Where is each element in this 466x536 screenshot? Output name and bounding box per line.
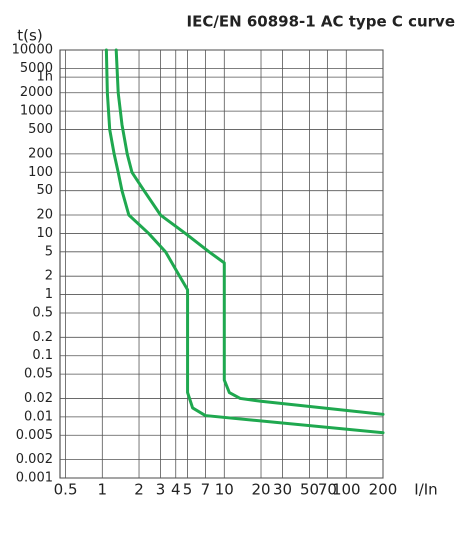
y-tick-label: 5000 [20, 61, 53, 76]
y-tick-label: 10000 [12, 43, 53, 58]
curve [104, 48, 385, 435]
y-tick-label: 0.1 [32, 348, 53, 363]
x-tick-label: 1 [98, 481, 108, 499]
y-tick-label: 2000 [20, 85, 53, 100]
y-tick-label: 1h [36, 70, 53, 85]
x-axis-label: I/In [414, 481, 437, 499]
x-tick-label: 4 [171, 481, 181, 499]
y-tick-label: 0.5 [32, 305, 53, 320]
y-tick-label: 5 [45, 244, 53, 259]
x-tick-label: 5 [183, 481, 193, 499]
y-tick-label: 200 [28, 146, 53, 161]
x-tick-label: 50 [300, 481, 319, 499]
x-tick-label: 3 [156, 481, 166, 499]
x-tick-label: 100 [332, 481, 361, 499]
y-tick-label: 500 [28, 122, 53, 137]
y-axis-label: t(s) [17, 27, 42, 45]
y-tick-label: 0.02 [24, 391, 53, 406]
y-tick-label: 20 [36, 208, 53, 223]
y-tick-label: 1 [45, 287, 53, 302]
x-tick-label: 70 [318, 481, 337, 499]
x-tick-label: 200 [369, 481, 398, 499]
y-tick-label: 0.005 [16, 428, 53, 443]
x-tick-label: 10 [215, 481, 234, 499]
y-tick-label: 50 [36, 183, 53, 198]
chart-title: IEC/EN 60898-1 AC type C curve [187, 13, 455, 31]
y-tick-label: 0.001 [16, 471, 53, 486]
y-tick-label: 100 [28, 165, 53, 180]
y-tick-label: 0.2 [32, 330, 53, 345]
x-tick-label: 2 [134, 481, 144, 499]
curve [114, 48, 385, 416]
y-tick-label: 1000 [20, 104, 53, 119]
y-tick-label: 10 [36, 226, 53, 241]
y-tick-label: 0.01 [24, 409, 53, 424]
x-tick-label: 7 [201, 481, 211, 499]
y-tick-label: 0.05 [24, 367, 53, 382]
x-tick-label: 30 [273, 481, 292, 499]
y-tick-label: 2 [45, 269, 53, 284]
x-tick-label: 20 [251, 481, 270, 499]
x-tick-label: 0.5 [54, 481, 78, 499]
y-tick-label: 0.002 [16, 452, 53, 467]
